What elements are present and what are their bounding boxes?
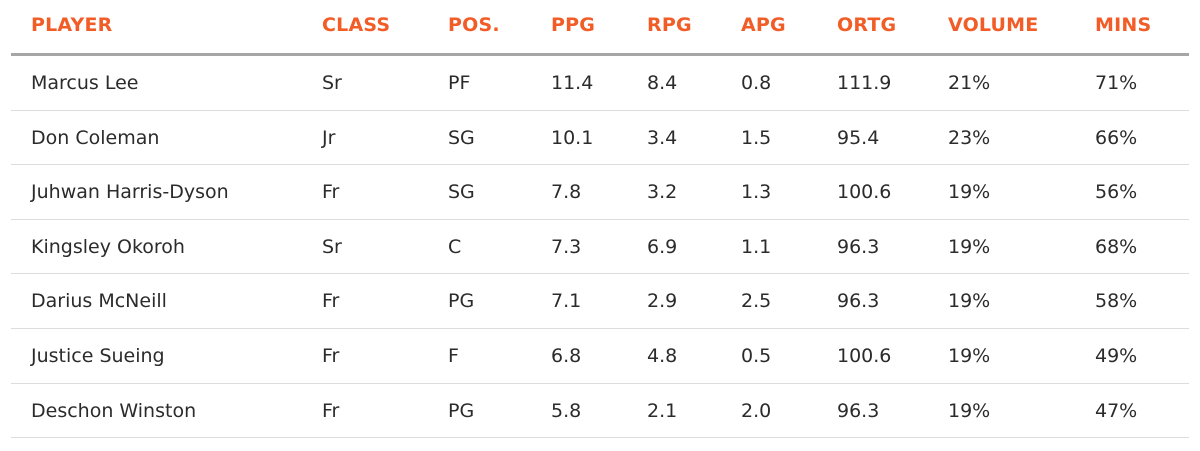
apg-cell: 1.1	[741, 235, 772, 258]
class-cell: Fr	[322, 399, 340, 422]
player-name-cell: Deschon Winston	[31, 399, 197, 422]
position-cell: PG	[448, 399, 475, 422]
volume-cell: 19%	[948, 399, 991, 422]
mins-cell: 66%	[1095, 126, 1138, 149]
ppg-cell: 7.3	[551, 235, 582, 258]
class-cell: Jr	[322, 126, 336, 149]
class-cell: Sr	[322, 72, 342, 94]
table-row: Don Coleman Jr SG 10.1 3.4 1.5 95.4 23% …	[11, 111, 1189, 166]
column-header-volume[interactable]: VOLUME	[948, 14, 1039, 36]
apg-cell: 1.5	[741, 126, 772, 149]
apg-cell: 1.3	[741, 181, 772, 204]
table-row: Justice Sueing Fr F 6.8 4.8 0.5 100.6 19…	[11, 329, 1189, 384]
volume-cell: 21%	[948, 72, 991, 94]
ppg-cell: 6.8	[551, 344, 582, 367]
volume-cell: 19%	[948, 235, 991, 258]
column-header-class[interactable]: CLASS	[322, 14, 391, 36]
ortg-cell: 96.3	[837, 290, 880, 313]
rpg-cell: 3.2	[647, 181, 678, 204]
rpg-cell: 2.1	[647, 399, 678, 422]
ortg-cell: 96.3	[837, 399, 880, 422]
apg-cell: 0.8	[741, 72, 772, 94]
ppg-cell: 7.1	[551, 290, 582, 313]
volume-cell: 23%	[948, 126, 991, 149]
apg-cell: 2.0	[741, 399, 772, 422]
column-header-ortg[interactable]: ORTG	[837, 14, 897, 36]
table-header-row: PLAYER CLASS POS. PPG RPG APG ORTG VOLUM…	[11, 0, 1189, 56]
position-cell: C	[448, 235, 462, 258]
apg-cell: 2.5	[741, 290, 772, 313]
mins-cell: 49%	[1095, 344, 1138, 367]
ppg-cell: 11.4	[551, 72, 594, 94]
player-name-cell: Kingsley Okoroh	[31, 235, 185, 258]
rpg-cell: 6.9	[647, 235, 678, 258]
mins-cell: 47%	[1095, 399, 1138, 422]
position-cell: SG	[448, 181, 475, 204]
ppg-cell: 5.8	[551, 399, 582, 422]
volume-cell: 19%	[948, 344, 991, 367]
position-cell: PF	[448, 72, 471, 94]
class-cell: Fr	[322, 290, 340, 313]
ppg-cell: 7.8	[551, 181, 582, 204]
table-row: Darius McNeill Fr PG 7.1 2.9 2.5 96.3 19…	[11, 274, 1189, 329]
column-header-rpg[interactable]: RPG	[647, 14, 692, 36]
player-name-cell: Justice Sueing	[31, 344, 165, 367]
ortg-cell: 100.6	[837, 181, 892, 204]
position-cell: F	[448, 344, 459, 367]
mins-cell: 71%	[1095, 72, 1138, 94]
column-header-apg[interactable]: APG	[741, 14, 786, 36]
column-header-position[interactable]: POS.	[448, 14, 500, 36]
ortg-cell: 111.9	[837, 72, 892, 94]
player-name-cell: Marcus Lee	[31, 72, 139, 94]
position-cell: SG	[448, 126, 475, 149]
ortg-cell: 96.3	[837, 235, 880, 258]
column-header-player[interactable]: PLAYER	[31, 14, 113, 36]
volume-cell: 19%	[948, 290, 991, 313]
class-cell: Sr	[322, 235, 342, 258]
class-cell: Fr	[322, 344, 340, 367]
rpg-cell: 2.9	[647, 290, 678, 313]
rpg-cell: 3.4	[647, 126, 678, 149]
apg-cell: 0.5	[741, 344, 772, 367]
ppg-cell: 10.1	[551, 126, 594, 149]
column-header-ppg[interactable]: PPG	[551, 14, 596, 36]
player-name-cell: Juhwan Harris-Dyson	[31, 181, 229, 204]
table-row: Kingsley Okoroh Sr C 7.3 6.9 1.1 96.3 19…	[11, 220, 1189, 275]
volume-cell: 19%	[948, 181, 991, 204]
class-cell: Fr	[322, 181, 340, 204]
position-cell: PG	[448, 290, 475, 313]
rpg-cell: 4.8	[647, 344, 678, 367]
table-row: Deschon Winston Fr PG 5.8 2.1 2.0 96.3 1…	[11, 384, 1189, 439]
mins-cell: 56%	[1095, 181, 1138, 204]
mins-cell: 58%	[1095, 290, 1138, 313]
player-name-cell: Don Coleman	[31, 126, 160, 149]
player-stats-table: PLAYER CLASS POS. PPG RPG APG ORTG VOLUM…	[11, 0, 1189, 439]
table-row: Marcus Lee Sr PF 11.4 8.4 0.8 111.9 21% …	[11, 56, 1189, 111]
mins-cell: 68%	[1095, 235, 1138, 258]
ortg-cell: 100.6	[837, 344, 892, 367]
column-header-mins[interactable]: MINS	[1095, 14, 1152, 36]
table-row: Juhwan Harris-Dyson Fr SG 7.8 3.2 1.3 10…	[11, 165, 1189, 220]
player-name-cell: Darius McNeill	[31, 290, 167, 313]
rpg-cell: 8.4	[647, 72, 678, 94]
ortg-cell: 95.4	[837, 126, 880, 149]
